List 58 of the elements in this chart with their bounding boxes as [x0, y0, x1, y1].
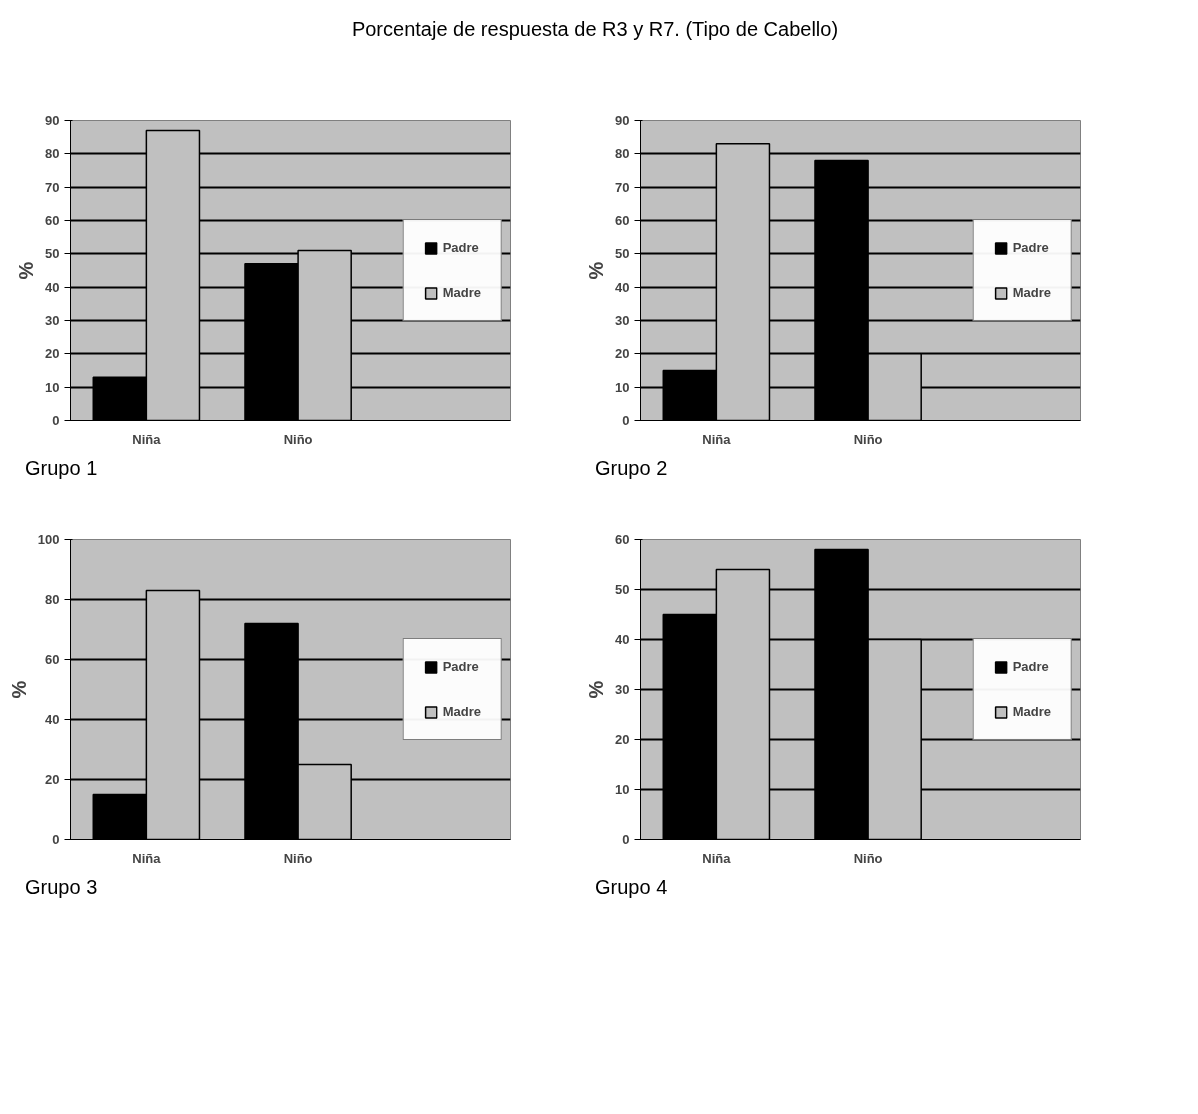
legend-label: Madre	[1012, 704, 1051, 719]
y-tick-label: 80	[45, 592, 60, 607]
y-tick-label: 40	[45, 279, 60, 295]
y-tick-label: 0	[622, 832, 630, 847]
y-tick-label: 60	[45, 652, 60, 667]
y-tick-label: 30	[615, 682, 630, 697]
y-tick-label: 40	[615, 279, 630, 295]
y-tick-label: 70	[45, 179, 60, 195]
y-tick-label: 30	[615, 313, 630, 328]
legend-label: Padre	[1012, 659, 1049, 674]
x-tick-label: Niño	[853, 850, 883, 866]
y-tick-label: 10	[615, 782, 630, 797]
x-tick-label: Niña	[702, 850, 732, 866]
y-tick-label: 70	[615, 179, 630, 195]
y-tick-label: 30	[45, 313, 60, 328]
y-tick-label: 0	[52, 832, 60, 847]
y-tick-label: 60	[45, 213, 60, 228]
y-tick-label: 0	[622, 413, 630, 428]
legend-label: Madre	[1012, 285, 1051, 300]
legend-label: Padre	[1012, 240, 1049, 255]
y-tick-label: 90	[45, 113, 60, 128]
y-tick-label: 40	[615, 632, 630, 647]
y-axis-title: %	[585, 261, 608, 280]
y-tick-label: 80	[615, 146, 630, 162]
legend-label: Padre	[442, 659, 479, 674]
legend-label: Madre	[442, 285, 481, 300]
y-tick-label: 50	[615, 582, 630, 597]
y-tick-label: 90	[615, 113, 630, 128]
x-tick-label: Niña	[132, 431, 162, 447]
y-tick-label: 10	[615, 379, 630, 395]
text: Porcentaje de respuesta de R3 y R7. (Tipo de Cabello)	[350, 17, 840, 42]
y-tick-label: 40	[45, 712, 60, 727]
legend-label: Madre	[442, 704, 481, 719]
y-tick-label: 50	[615, 246, 630, 262]
x-tick-label: Niña	[702, 431, 732, 447]
y-tick-label: 20	[615, 732, 630, 747]
y-axis-title: %	[585, 680, 608, 699]
y-tick-label: 50	[45, 246, 60, 262]
x-tick-label: Niño	[853, 431, 883, 447]
legend-label: Padre	[442, 240, 479, 255]
text: Grupo 1	[24, 456, 98, 481]
y-axis-title: %	[15, 261, 38, 280]
y-tick-label: 0	[52, 413, 60, 428]
x-tick-label: Niño	[283, 431, 313, 447]
y-tick-label: 20	[45, 346, 60, 362]
text: Grupo 2	[594, 456, 668, 481]
x-tick-label: Niña	[132, 850, 162, 866]
y-tick-label: 60	[615, 213, 630, 228]
y-tick-label: 60	[615, 532, 630, 547]
text: Grupo 4	[594, 875, 668, 900]
y-tick-label: 20	[45, 772, 60, 787]
y-tick-label: 100	[37, 532, 60, 547]
x-tick-label: Niño	[283, 850, 313, 866]
y-tick-label: 10	[45, 379, 60, 395]
text: Grupo 3	[24, 875, 98, 900]
y-tick-label: 80	[45, 146, 60, 162]
y-axis-title: %	[7, 680, 30, 699]
y-tick-label: 20	[615, 346, 630, 362]
